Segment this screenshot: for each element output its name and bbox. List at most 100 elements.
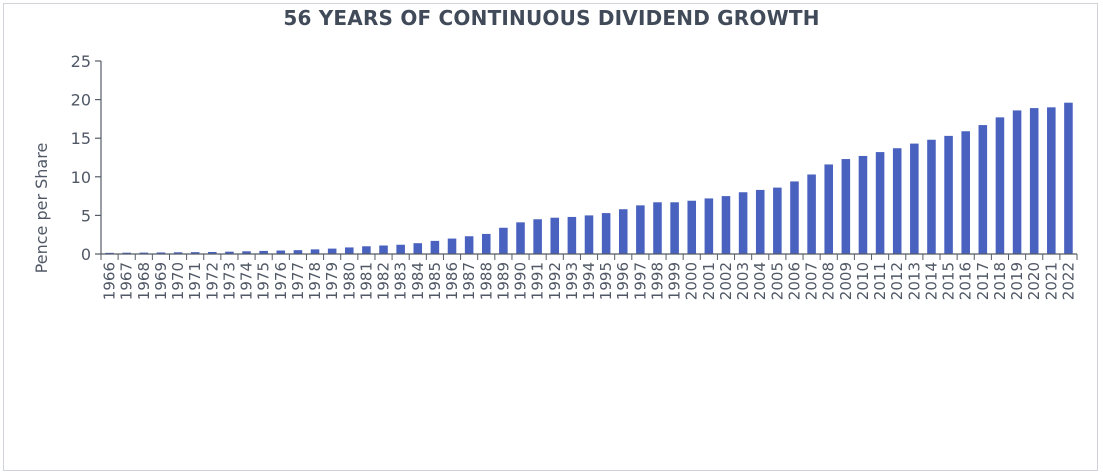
x-tick-label-1987: 1987 [460,262,478,300]
x-tick-label-1997: 1997 [631,262,649,300]
bar-1968 [139,252,149,254]
y-tick-label: 20 [71,91,91,110]
y-tick-label: 5 [81,206,91,225]
x-tick-label-1989: 1989 [494,262,512,300]
x-tick-label-1976: 1976 [272,262,290,300]
x-tick-label-1986: 1986 [443,262,461,300]
x-tick-label-1970: 1970 [169,262,187,300]
x-tick-label-2005: 2005 [768,262,786,300]
x-tick-label-2007: 2007 [803,262,821,300]
y-axis: 0 5 10 15 20 25 [71,52,102,264]
x-tick-label-2014: 2014 [922,262,940,300]
bar-2000 [687,200,697,254]
bar-2015 [944,135,953,254]
chart-title: 56 YEARS OF CONTINUOUS DIVIDEND GROWTH [283,6,820,30]
x-tick-label-1979: 1979 [323,262,341,300]
x-tick-label-2010: 2010 [854,262,872,300]
x-tick-label-2021: 2021 [1042,262,1060,300]
bar-2004 [755,189,765,254]
bar-2016 [961,131,970,254]
x-tick-label-2022: 2022 [1059,262,1077,300]
y-tick-label: 0 [81,245,91,264]
bar-1985 [430,240,440,254]
bar-2012 [892,148,902,254]
x-tick-label-2001: 2001 [700,262,718,300]
x-tick-label-1984: 1984 [409,262,427,300]
x-tick-label-2013: 2013 [905,262,923,300]
x-tick-label-2006: 2006 [785,262,803,300]
bar-2022 [1064,102,1073,254]
bar-1987 [464,236,474,254]
bar-2001 [704,198,714,254]
bar-2005 [773,187,782,254]
x-tick-label-1967: 1967 [118,262,136,300]
bar-2007 [807,174,816,254]
bar-1979 [327,248,337,254]
x-tick-label-1982: 1982 [375,262,393,300]
bar-1999 [670,202,679,254]
bar-1989 [499,227,508,254]
bar-1984 [413,243,423,254]
x-tick-label-1974: 1974 [238,262,256,300]
bar-1977 [293,250,303,254]
bar-1991 [533,219,542,254]
x-tick-label-1995: 1995 [597,262,615,300]
bar-1973 [225,251,234,254]
x-tick-label-1971: 1971 [186,262,204,300]
bar-2017 [978,125,988,255]
bar-2008 [824,164,833,254]
bar-1969 [156,252,166,254]
y-axis-label: Pence per Share [32,143,51,274]
x-tick-label-1969: 1969 [152,262,170,300]
bar-2003 [738,192,748,254]
bar-2019 [1012,110,1022,255]
bar-2018 [995,117,1005,254]
x-tick-label-1996: 1996 [614,262,632,300]
bar-1988 [481,233,491,254]
bar-1981 [362,246,371,254]
y-tick-label: 15 [71,129,91,148]
x-tick-label-1985: 1985 [426,262,444,300]
bar-1983 [396,244,405,254]
bar-2006 [790,181,799,254]
x-tick-label-1977: 1977 [289,262,307,300]
bar-1971 [190,252,200,254]
bar-1995 [601,213,611,254]
bar-2013 [910,143,919,254]
bar-1982 [379,245,388,254]
bar-1967 [122,252,131,254]
bar-1972 [208,251,217,254]
x-tick-label-2002: 2002 [717,262,735,300]
y-tick-label: 25 [71,52,91,71]
bar-2011 [875,152,885,254]
bar-1992 [550,217,560,254]
x-tick-label-1999: 1999 [666,262,684,300]
bar-1998 [653,202,662,254]
x-tick-label-2003: 2003 [734,262,752,300]
x-tick-label-2020: 2020 [1025,262,1043,300]
x-tick-label-2008: 2008 [820,262,838,300]
bar-1996 [618,209,628,254]
bar-2020 [1029,108,1039,254]
x-tick-label-2015: 2015 [940,262,958,300]
x-tick-label-1975: 1975 [255,262,273,300]
bar-1986 [447,238,457,254]
bar-1994 [584,215,594,254]
x-tick-label-1990: 1990 [512,262,530,300]
x-tick-label-1978: 1978 [306,262,324,300]
x-tick-label-1973: 1973 [220,262,238,300]
x-tick-label-2018: 2018 [991,262,1009,300]
bar-2014 [927,139,936,254]
bar-2002 [721,196,731,254]
x-tick-label-1968: 1968 [135,262,153,300]
bar-1990 [516,222,525,254]
y-tick-label: 10 [71,168,91,187]
bar-1978 [310,249,320,254]
bar-1974 [242,251,251,254]
bar-1980 [345,247,354,254]
x-tick-label-1993: 1993 [563,262,581,300]
bar-2009 [841,159,851,254]
x-tick-label-2011: 2011 [871,262,889,300]
x-tick-label-2004: 2004 [751,262,769,300]
